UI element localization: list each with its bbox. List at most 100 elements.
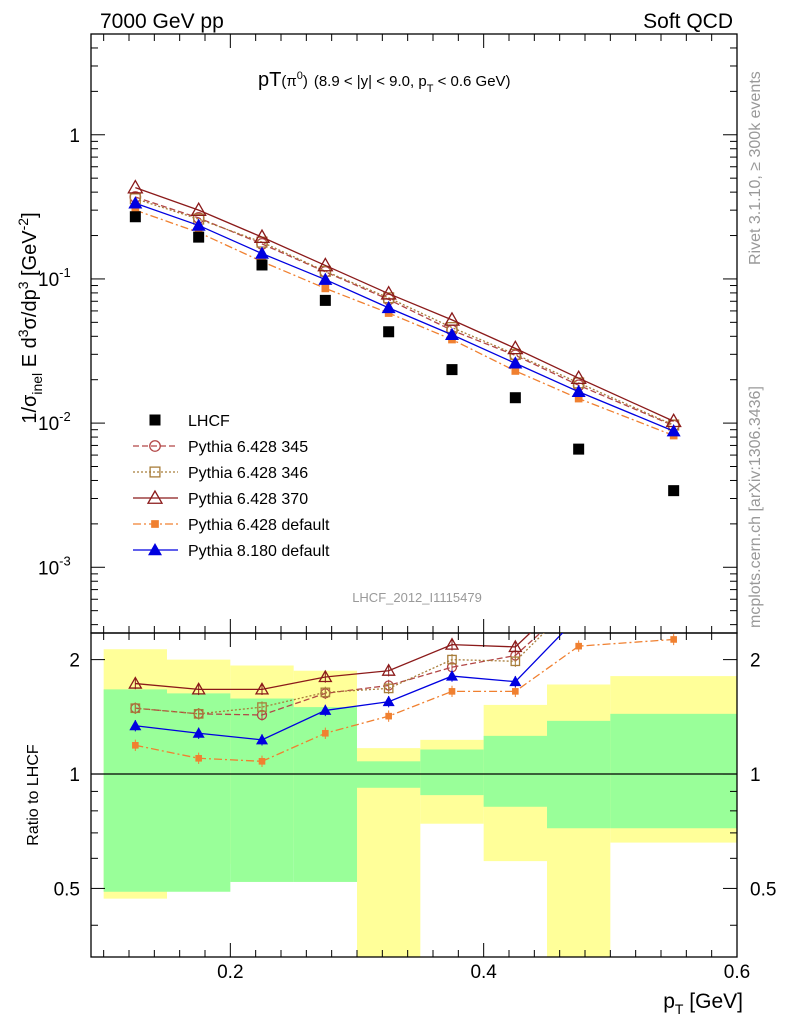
ratio-tick-label-right: 1 <box>750 765 761 786</box>
ratio-marker <box>381 663 396 676</box>
ratio-marker <box>257 702 267 712</box>
series-marker <box>253 228 271 244</box>
ratio-series <box>128 576 680 767</box>
ratio-marker <box>668 576 680 587</box>
data-point <box>668 485 680 497</box>
series-marker <box>128 196 143 209</box>
ratio-y-axis-label: Ratio to LHCF <box>25 744 42 846</box>
x-tick-label: 0.4 <box>470 962 497 983</box>
series-marker <box>508 356 523 369</box>
ratio-marker <box>669 588 678 597</box>
ratio-tick-label-left: 0.5 <box>54 879 80 900</box>
ratio-marker <box>669 588 677 596</box>
side-label-top: Rivet 3.1.10, ≥ 300k events <box>747 71 764 265</box>
ratio-marker <box>510 656 521 667</box>
series-marker <box>190 201 207 217</box>
data-point <box>319 294 331 306</box>
legend-marker <box>149 466 161 478</box>
legend-marker <box>146 489 164 504</box>
header-left-label: 7000 GeV pp <box>100 10 224 33</box>
ratio-marker <box>129 719 142 731</box>
legend-label: Pythia 6.428 346 <box>188 465 308 482</box>
series-marker <box>317 257 334 272</box>
ratio-marker <box>573 610 585 621</box>
ylabel-c-sup: 3 <box>15 281 31 289</box>
green-band-bin <box>420 749 484 796</box>
y-axis-label: 1/σinel E d3σ/dp3 [GeV-2] <box>15 212 45 423</box>
series-marker <box>127 179 144 194</box>
legend-label: Pythia 6.428 345 <box>188 439 308 456</box>
uncertainty-bands <box>103 649 737 957</box>
legend-label: Pythia 6.428 default <box>188 517 330 534</box>
title-particle-sup: 0 <box>297 70 303 82</box>
title-main: pT <box>258 69 281 91</box>
ratio-marker <box>128 676 143 689</box>
series-line <box>135 202 674 432</box>
series-marker <box>443 311 461 326</box>
y-tick-label: 10-1 <box>38 265 71 291</box>
series-marker <box>570 369 587 385</box>
ratio-marker <box>448 688 456 695</box>
side-label-bottom: mcplots.cern.ch [arXiv:1306.3436] <box>747 386 764 628</box>
ratio-marker <box>383 683 394 694</box>
xlabel-main: p <box>663 990 675 1013</box>
title-cut-sub: T <box>427 83 434 95</box>
data-point <box>129 211 141 223</box>
ratio-marker <box>574 594 583 603</box>
x-tick-label: 0.6 <box>724 962 750 983</box>
series-marker <box>321 284 330 293</box>
legend: LHCF Pythia 6.428 345 Pythia 6.428 346 Pyth… <box>133 413 330 560</box>
series-line <box>135 209 674 437</box>
ratio-marker <box>575 642 582 650</box>
green-band-bin <box>230 698 294 882</box>
legend-data-marker <box>149 414 161 426</box>
legend-marker <box>148 543 162 556</box>
series-line <box>135 196 674 427</box>
data-point <box>509 392 521 404</box>
ratio-plot-area <box>90 576 738 958</box>
series-marker <box>381 300 396 314</box>
ratio-marker <box>385 712 392 720</box>
legend-label-data: LHCF <box>188 413 230 430</box>
ratio-marker <box>258 758 266 765</box>
ratio-marker <box>319 704 332 715</box>
ratio-marker <box>132 742 139 749</box>
ylabel-b: E d <box>19 337 41 373</box>
series-marker <box>318 272 333 285</box>
data-point <box>446 364 458 376</box>
ratio-marker <box>444 637 460 650</box>
ylabel-d-sup: -2 <box>15 218 31 231</box>
main-series <box>127 179 682 497</box>
ratio-marker <box>447 654 457 665</box>
series-marker <box>666 424 681 437</box>
ratio-marker <box>670 636 677 643</box>
series-marker <box>191 218 206 231</box>
legend-marker <box>151 520 159 528</box>
legend-marker <box>149 440 161 452</box>
series-marker <box>574 394 583 403</box>
data-point <box>573 443 585 455</box>
y-tick-label: 1 <box>69 126 80 147</box>
green-band-bin <box>610 713 737 829</box>
ylabel-b-sup: 3 <box>15 329 31 337</box>
y-tick-label: 10-2 <box>38 409 71 435</box>
analysis-label: LHCF_2012_I1115479 <box>352 590 482 605</box>
ratio-marker <box>509 675 522 687</box>
series-line <box>135 186 674 422</box>
ylabel-d: [GeV <box>19 230 41 282</box>
series-marker <box>511 367 520 375</box>
ratio-marker <box>322 729 329 737</box>
ratio-marker <box>446 670 458 681</box>
xlabel-sub: T <box>675 1001 684 1017</box>
series-marker <box>380 285 397 300</box>
series-marker <box>445 327 459 341</box>
series-marker <box>507 340 524 355</box>
ratio-marker <box>130 703 141 714</box>
ratio-marker <box>320 687 331 698</box>
green-band-bin <box>167 693 231 892</box>
title-cut-prefix: (8.9 < |y| < 9.0, p <box>314 73 427 90</box>
series-line <box>135 198 674 426</box>
ratio-tick-label-right: 2 <box>750 651 761 672</box>
ylabel-e: ] <box>19 212 41 218</box>
series-marker <box>131 206 140 215</box>
